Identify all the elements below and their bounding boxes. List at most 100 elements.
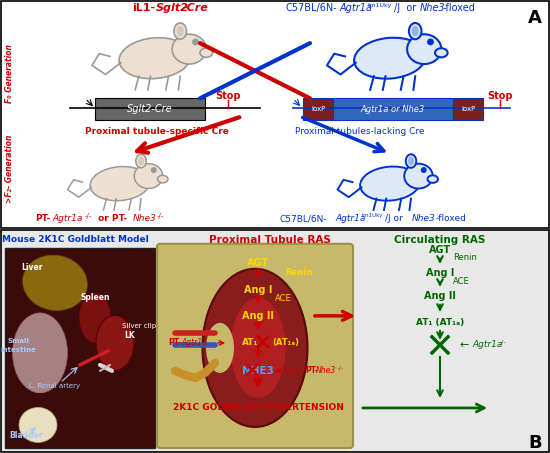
Ellipse shape [200,48,213,57]
Text: Small: Small [7,338,29,344]
Text: AGT: AGT [247,258,269,268]
Ellipse shape [354,38,426,79]
Text: AGT: AGT [429,245,451,255]
Text: -/-: -/- [85,213,92,219]
Text: tm1Uky: tm1Uky [362,213,383,218]
Ellipse shape [138,157,144,165]
Ellipse shape [408,157,414,165]
Text: ACE: ACE [275,294,292,304]
Text: Stop: Stop [215,92,241,101]
Text: Ang II: Ang II [424,291,456,301]
Text: AT₁ (AT₁ₐ): AT₁ (AT₁ₐ) [416,318,464,327]
Text: ←: ← [460,340,469,350]
Ellipse shape [79,293,111,343]
Bar [303,98,333,120]
Ellipse shape [19,407,57,443]
Bar [453,98,483,120]
Circle shape [421,168,426,172]
Text: Agtr1a: Agtr1a [340,3,373,13]
Text: NHE3: NHE3 [242,366,274,376]
Text: Spleen: Spleen [80,293,110,302]
Text: Proximal tubules-lacking Cre: Proximal tubules-lacking Cre [295,127,425,136]
FancyBboxPatch shape [157,244,353,448]
Text: 2K1C GOLDBLATT HYPERTENSION: 2K1C GOLDBLATT HYPERTENSION [173,404,343,412]
Ellipse shape [177,26,184,37]
Text: B: B [528,434,542,452]
Bar [5,248,155,448]
Text: Proximal tubule-specific Cre: Proximal tubule-specific Cre [85,127,229,136]
Text: Ang I: Ang I [426,268,454,278]
Text: Liver: Liver [21,263,43,272]
Text: Mouse 2K1C Goldblatt Model: Mouse 2K1C Goldblatt Model [2,235,148,244]
Ellipse shape [172,34,206,64]
Text: iL1-: iL1- [132,3,155,13]
Text: -Cre: -Cre [183,3,209,13]
Text: Stop: Stop [487,92,513,101]
Text: Circulating RAS: Circulating RAS [394,235,486,245]
Text: -floxed: -floxed [443,3,476,13]
Text: L. Renal artery: L. Renal artery [30,383,80,389]
Ellipse shape [136,154,146,168]
Text: C57BL/6N-: C57BL/6N- [280,214,328,223]
Text: Nhe3: Nhe3 [420,3,446,13]
Text: Nhe3: Nhe3 [316,366,336,376]
Text: -/-: -/- [500,339,507,344]
Text: PT-: PT- [35,214,50,223]
Ellipse shape [407,34,441,64]
Text: Nhe3: Nhe3 [133,214,157,223]
Ellipse shape [202,269,307,427]
Text: Ang II: Ang II [242,311,274,321]
Text: >F₂- Generation: >F₂- Generation [6,135,14,203]
Ellipse shape [435,48,448,57]
Ellipse shape [409,23,421,39]
Text: AT₁: AT₁ [241,338,258,347]
Text: Ang I: Ang I [244,285,272,295]
Text: -/-: -/- [338,366,344,371]
Text: F₀ Generation: F₀ Generation [6,44,14,103]
Text: PT-: PT- [168,338,181,347]
Text: LK: LK [125,331,135,340]
Text: Sglt2: Sglt2 [156,3,189,13]
Bar [95,98,205,120]
Ellipse shape [360,167,420,201]
Text: Agtr1a: Agtr1a [335,214,365,223]
Text: /J  or: /J or [394,3,422,13]
Text: Renin: Renin [285,268,312,277]
Ellipse shape [406,154,416,168]
Bar [333,98,453,120]
Ellipse shape [134,164,163,188]
Ellipse shape [96,315,134,371]
Text: Proximal Tubule RAS: Proximal Tubule RAS [209,235,331,245]
Ellipse shape [206,323,234,373]
Text: intestine: intestine [0,347,36,353]
Text: ACE: ACE [453,277,470,286]
Ellipse shape [411,26,419,37]
Text: C57BL/6N-: C57BL/6N- [285,3,337,13]
Text: loxP: loxP [461,106,475,112]
Text: Agtr1a: Agtr1a [52,214,82,223]
Ellipse shape [230,298,285,398]
Text: Renin: Renin [453,253,477,262]
Circle shape [151,168,156,172]
Text: PT-: PT- [305,366,318,376]
Ellipse shape [157,175,168,183]
Text: Silver clip: Silver clip [122,323,156,329]
Text: -/-: -/- [157,213,164,219]
Text: tm1Uky: tm1Uky [368,3,392,8]
Text: Sglt2-Cre: Sglt2-Cre [127,104,173,114]
Text: or PT-: or PT- [95,214,127,223]
Ellipse shape [90,167,150,201]
Circle shape [193,39,198,45]
Ellipse shape [404,164,433,188]
Text: Bladder: Bladder [9,431,43,440]
Text: Agtr1a: Agtr1a [181,338,207,347]
Circle shape [428,39,433,45]
Ellipse shape [119,38,191,79]
Ellipse shape [427,175,438,183]
Text: -floxed: -floxed [436,214,467,223]
Ellipse shape [23,255,87,310]
Text: Agtr1a: Agtr1a [472,340,502,349]
Ellipse shape [13,313,68,393]
Text: Agtr1a or Nhe3: Agtr1a or Nhe3 [361,105,425,114]
Text: /J or: /J or [385,214,406,223]
